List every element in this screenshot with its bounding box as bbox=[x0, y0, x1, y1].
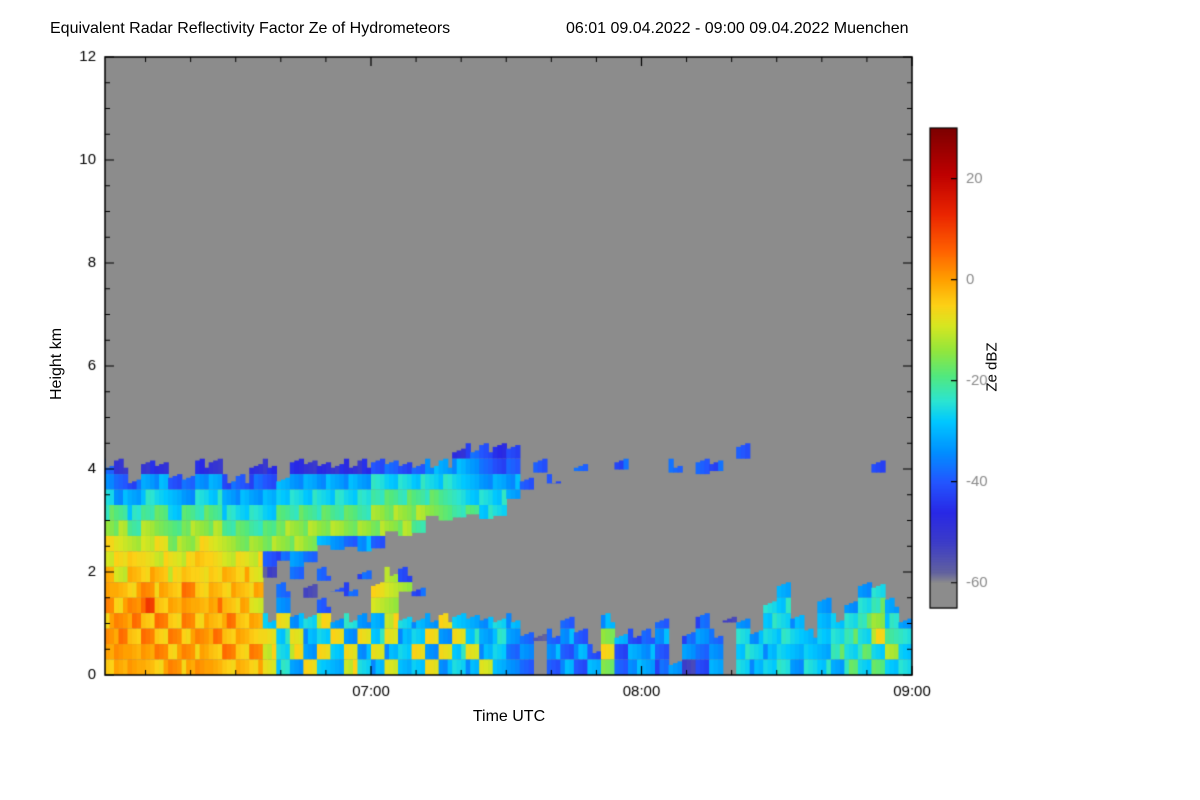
y-axis-label: Height km bbox=[48, 327, 65, 401]
chart-title: Equivalent Radar Reflectivity Factor Ze … bbox=[50, 20, 451, 37]
chart-time-range: 06:01 09.04.2022 - 09:00 09.04.2022 Muen… bbox=[566, 20, 909, 37]
x-axis-label: Time UTC bbox=[472, 708, 546, 725]
colorbar-label: Ze dBZ bbox=[983, 342, 1001, 392]
